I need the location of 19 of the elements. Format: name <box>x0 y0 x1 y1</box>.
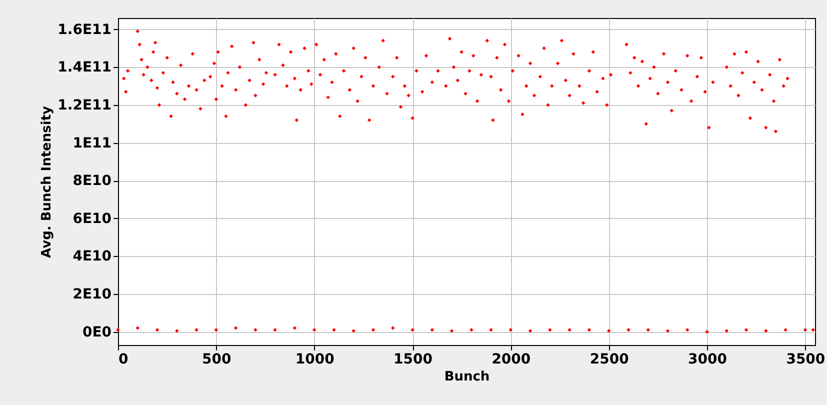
x-tick-label: 1000 <box>295 352 335 368</box>
x-tick-label: 0 <box>118 352 128 368</box>
y-axis-title: Avg. Bunch Intensity <box>40 105 55 258</box>
x-tick-label: 2000 <box>492 352 531 368</box>
y-tick-label: 1.6E11 <box>58 22 112 38</box>
y-tick-label: 4E10 <box>72 248 112 265</box>
y-tick-label: 2E10 <box>72 286 112 302</box>
y-tick-label: 8E10 <box>72 173 112 190</box>
x-tick-label: 3000 <box>688 352 728 368</box>
y-tick-label: 0E0 <box>82 324 112 340</box>
x-tick-label: 1500 <box>394 352 433 368</box>
y-tick-label: 1.4E11 <box>58 60 112 76</box>
y-tick-label: 1E11 <box>72 135 112 152</box>
x-tick-label: 2500 <box>590 352 630 368</box>
x-tick-label: 3500 <box>786 352 826 368</box>
y-tick-label: 6E10 <box>72 210 112 227</box>
x-tick-label: 500 <box>202 352 232 368</box>
x-axis-title: Bunch <box>444 370 490 384</box>
y-tick-label: 1.2E11 <box>58 97 112 114</box>
